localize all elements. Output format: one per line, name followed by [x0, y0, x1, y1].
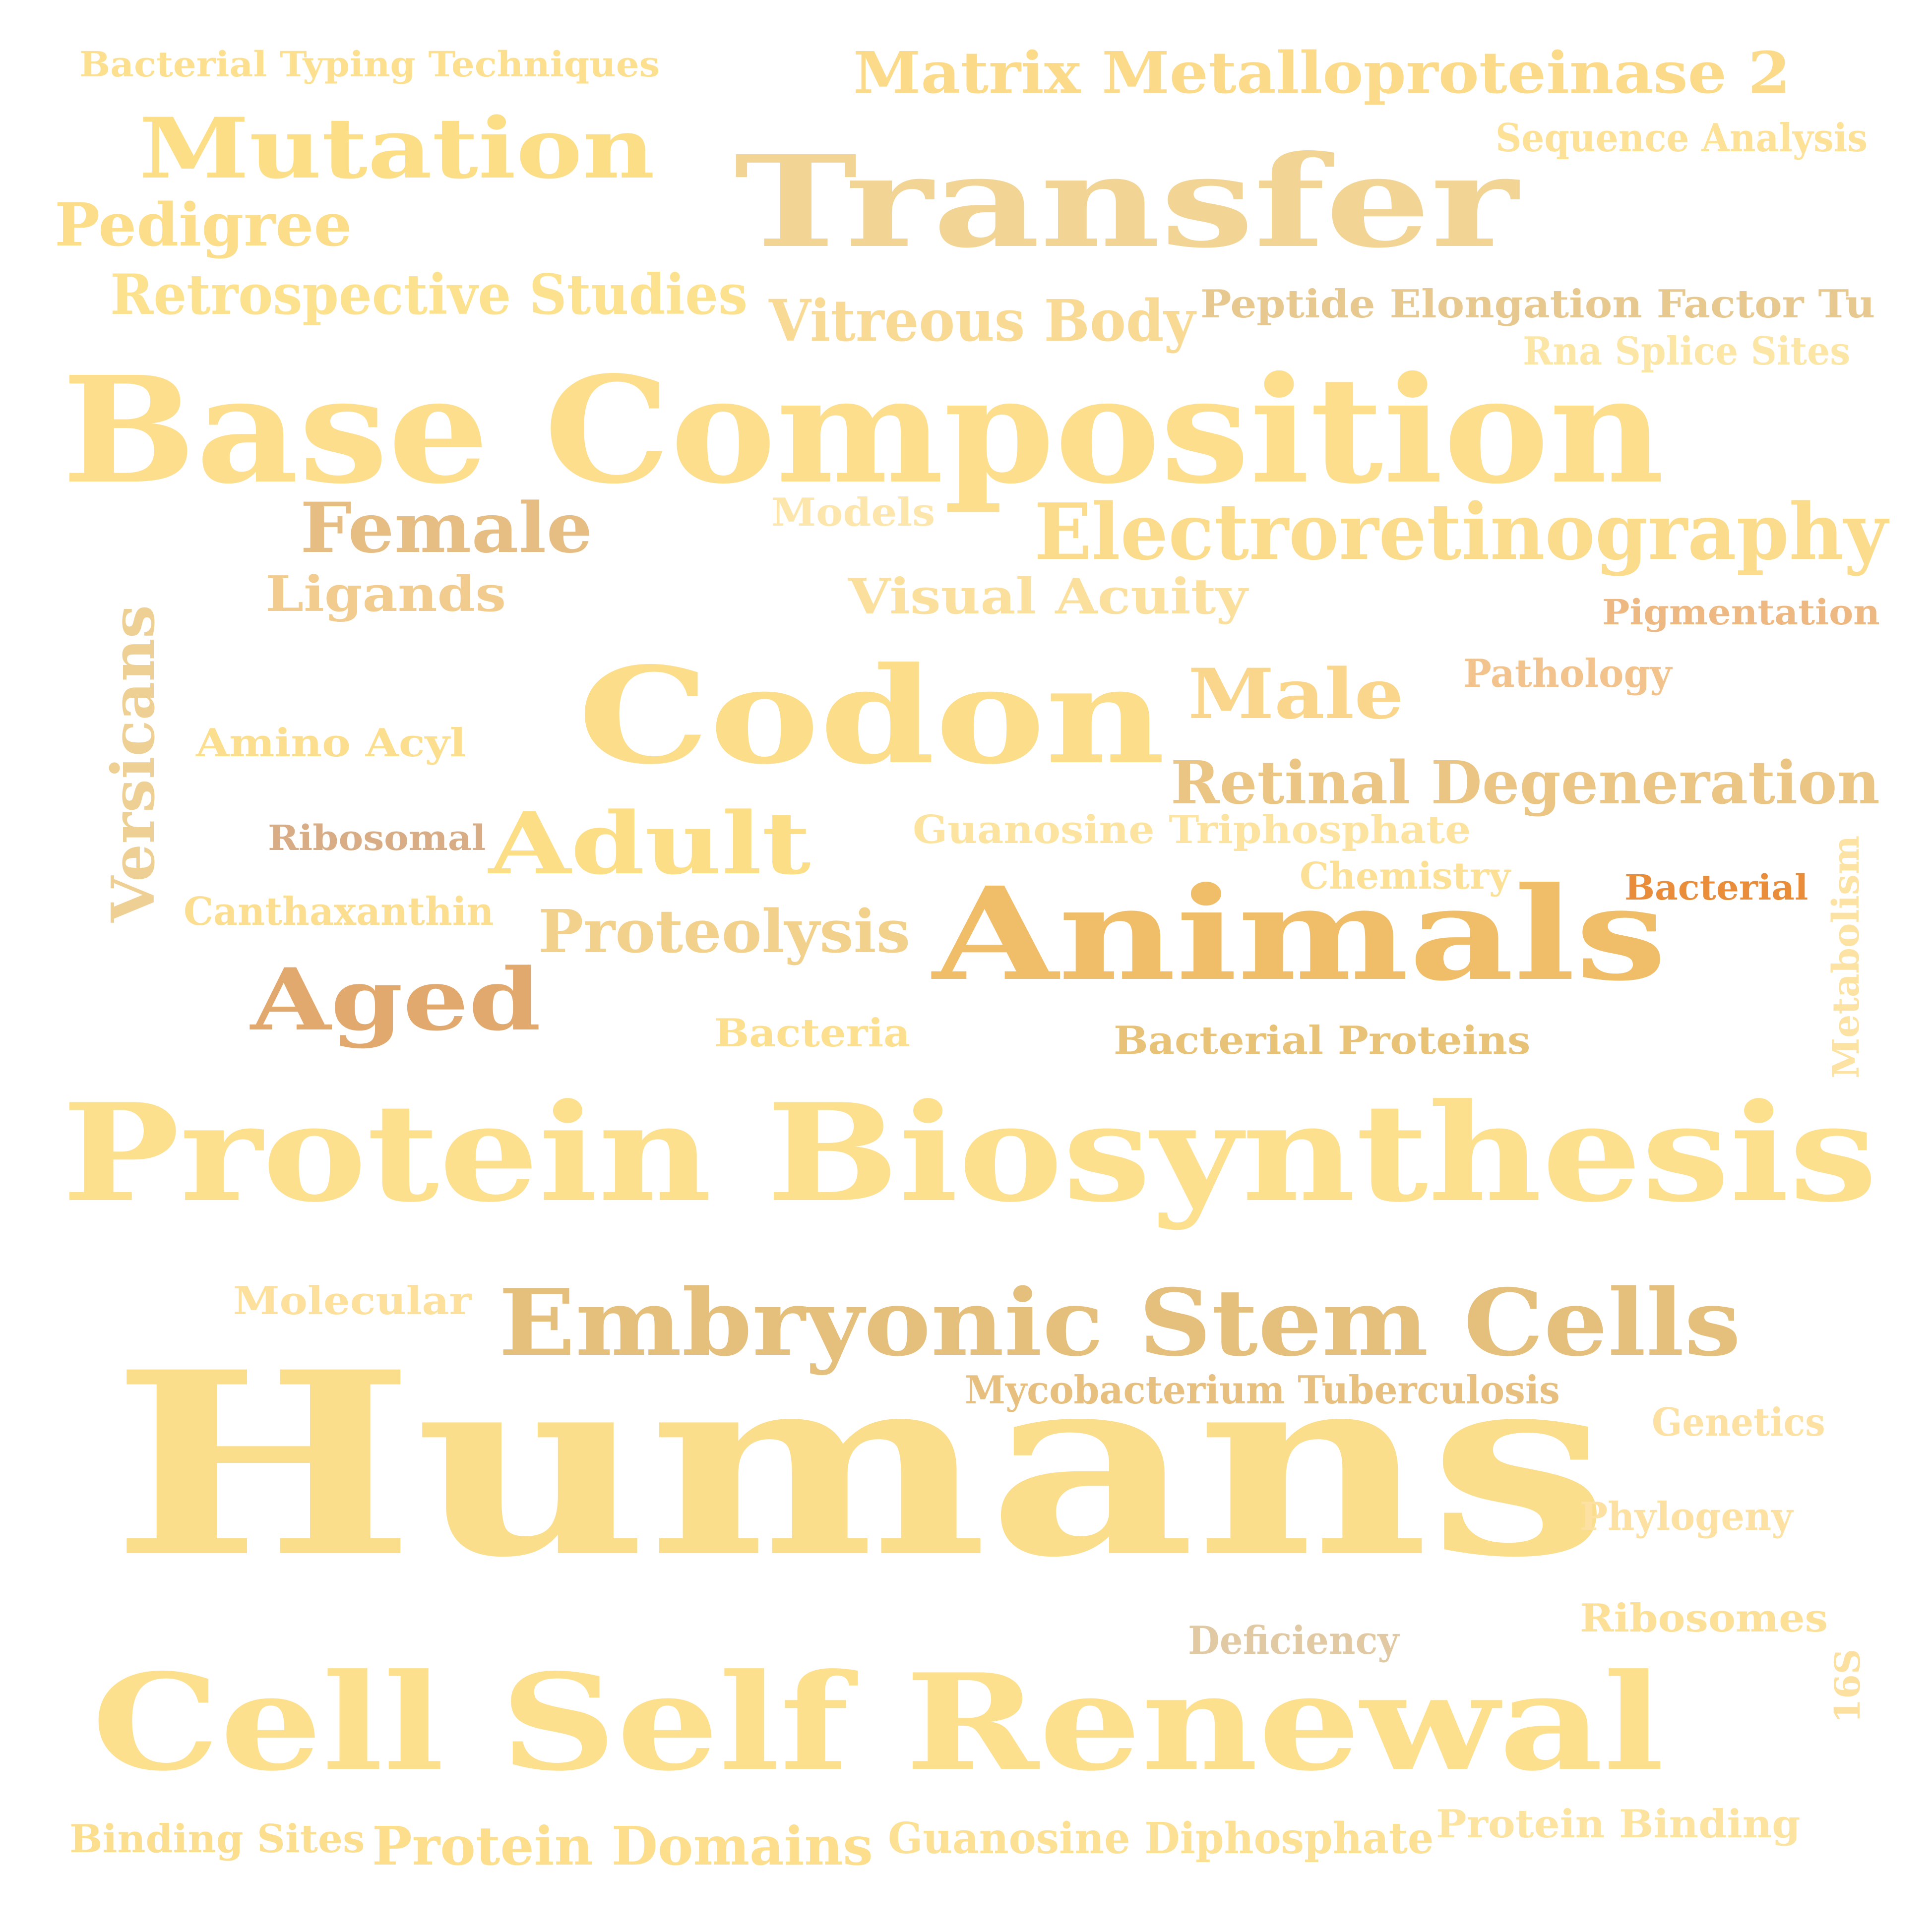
word-bacterial-proteins: Bacterial Proteins — [1114, 1018, 1531, 1063]
word-pigmentation: Pigmentation — [1602, 592, 1880, 633]
word-metabolism: Metabolism — [1825, 835, 1868, 1079]
word-mutation: Mutation — [139, 99, 655, 197]
word-ligands: Ligands — [265, 566, 506, 623]
word-chemistry: Chemistry — [1300, 855, 1511, 898]
word-vitreous-body: Vitreous Body — [769, 288, 1195, 355]
word-pedigree: Pedigree — [55, 190, 352, 260]
word-transfer: Transfer — [734, 128, 1518, 276]
word-ribosomal: Ribosomal — [268, 817, 486, 858]
word-sequence-analysis: Sequence Analysis — [1496, 116, 1868, 161]
word-matrix-metalloproteinase-2: Matrix Metalloproteinase 2 — [853, 40, 1791, 107]
word-pathology: Pathology — [1463, 651, 1672, 696]
word-genetics: Genetics — [1652, 1400, 1825, 1445]
word-versicans: Versicans — [99, 604, 168, 922]
word-protein-biosynthesis: Protein Biosynthesis — [62, 1074, 1877, 1232]
word-mycobacterium-tuberculosis: Mycobacterium Tuberculosis — [965, 1368, 1560, 1413]
word-visual-acuity: Visual Acuity — [848, 568, 1248, 625]
word-retrospective-studies: Retrospective Studies — [110, 263, 748, 327]
word-guanosine-triphosphate: Guanosine Triphosphate — [913, 807, 1471, 852]
word-bacterial-typing-techniques: Bacterial Typing Techniques — [79, 44, 660, 85]
word-rna-splice-sites: Rna Splice Sites — [1523, 329, 1851, 374]
word-16s: 16S — [1827, 1649, 1868, 1723]
word-retinal-degeneration: Retinal Degeneration — [1171, 748, 1880, 818]
word-deficiency: Deficiency — [1188, 1618, 1399, 1663]
word-canthaxanthin: Canthaxanthin — [184, 889, 494, 934]
word-codon: Codon — [578, 638, 1166, 793]
word-electroretinography: Electroretinography — [1034, 486, 1888, 577]
word-female: Female — [300, 487, 593, 568]
word-base-composition: Base Composition — [62, 344, 1665, 516]
word-cell-self-renewal: Cell Self Renewal — [92, 1644, 1665, 1800]
word-guanosine-diphosphate: Guanosine Diphosphate — [888, 1813, 1434, 1864]
word-phylogeny: Phylogeny — [1580, 1494, 1793, 1539]
word-peptide-elongation-factor-tu: Peptide Elongation Factor Tu — [1200, 282, 1875, 327]
word-bacterial: Bacterial — [1624, 867, 1808, 908]
word-bacteria: Bacteria — [714, 1011, 910, 1056]
word-humans: Humans — [112, 1317, 1610, 1613]
word-aged: Aged — [250, 949, 541, 1050]
word-protein-binding: Protein Binding — [1436, 1802, 1801, 1847]
word-male: Male — [1188, 653, 1404, 734]
word-ribosomes: Ribosomes — [1580, 1596, 1828, 1641]
word-molecular: Molecular — [233, 1278, 472, 1324]
word-embryonic-stem-cells: Embryonic Stem Cells — [499, 1268, 1741, 1377]
word-binding-sites: Binding Sites — [69, 1816, 365, 1862]
word-models: Models — [771, 490, 935, 535]
word-animals: Animals — [933, 859, 1667, 1009]
word-adult: Adult — [489, 793, 811, 894]
word-protein-domains: Protein Domains — [372, 1815, 873, 1877]
word-amino-acyl: Amino Acyl — [196, 721, 466, 766]
word-proteolysis: Proteolysis — [538, 897, 911, 966]
